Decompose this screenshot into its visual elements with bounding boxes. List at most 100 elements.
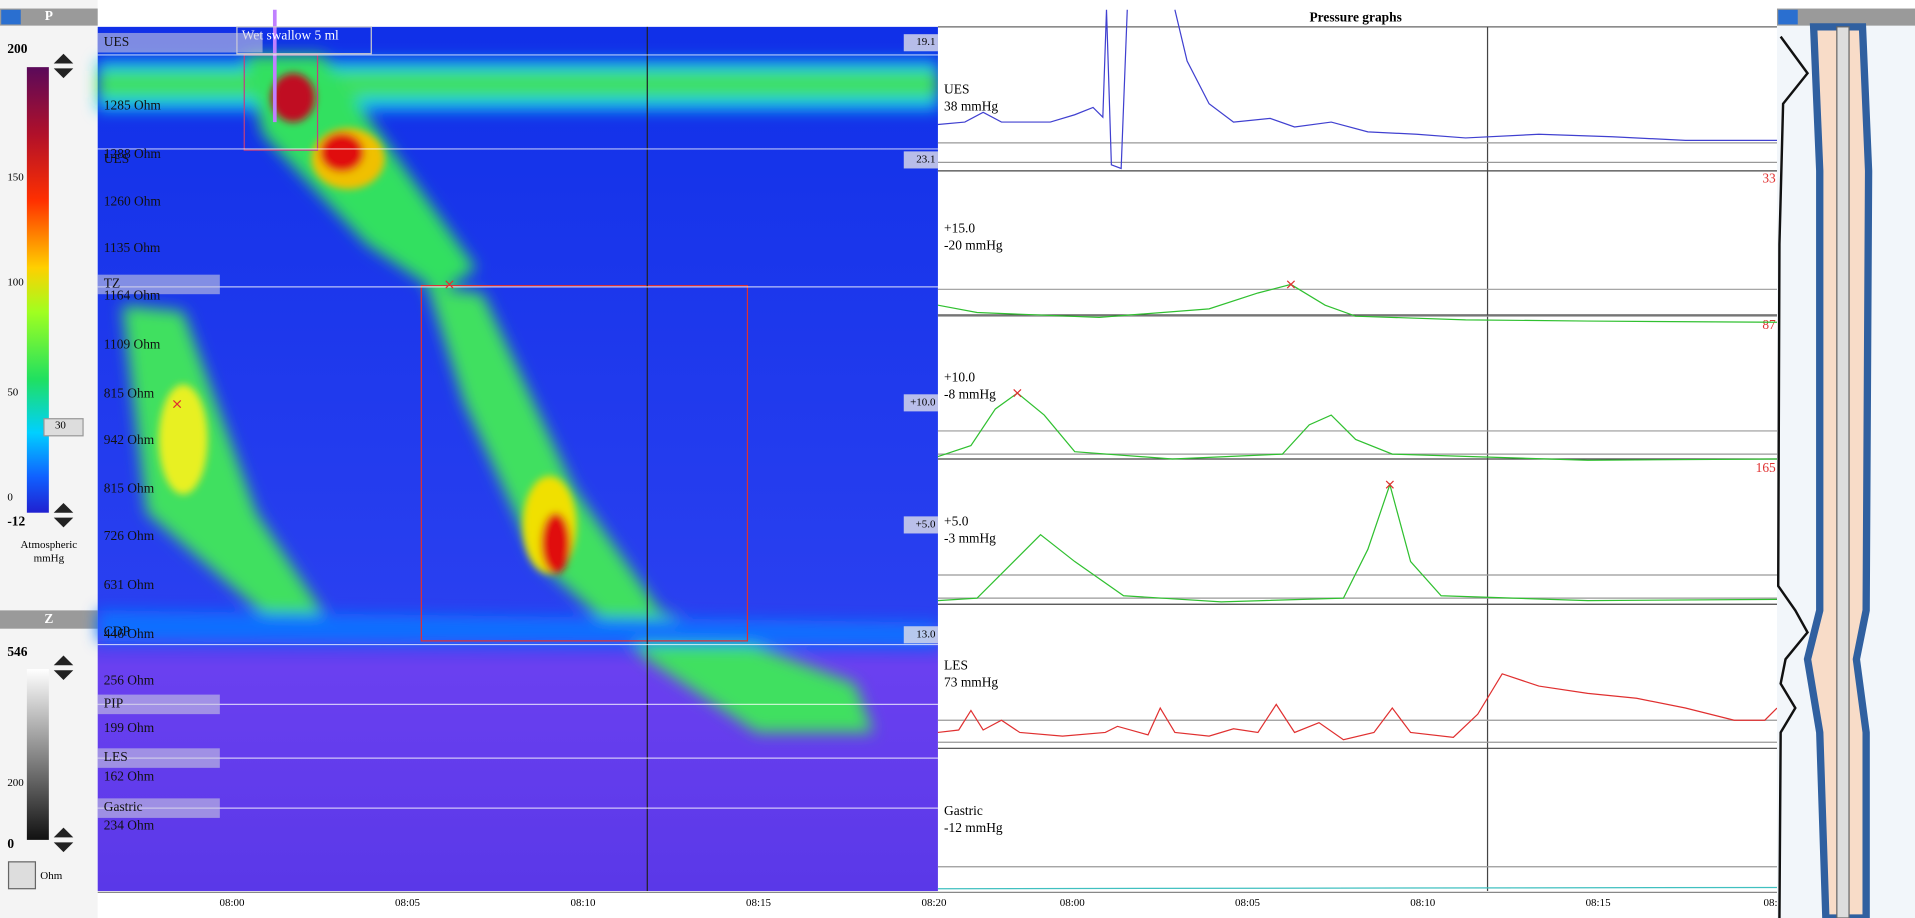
trace-value: -3 mmHg [944, 531, 996, 546]
spin-up[interactable] [53, 655, 74, 666]
time-label: 08:00 [220, 897, 246, 909]
channel-label: 1260 Ohm [104, 194, 162, 209]
channel-label: CDP [104, 623, 130, 638]
time-axis [97, 891, 938, 918]
catheter [1836, 26, 1850, 918]
time-label: 08:05 [395, 897, 421, 909]
channel-label: 1135 Ohm [104, 240, 161, 255]
time-label: 08:20 [922, 897, 948, 909]
channel-tag [97, 694, 220, 715]
channel-label: 1288 Ohm [104, 146, 162, 161]
time-label: 08:2 [1764, 897, 1784, 909]
channel-tag [903, 516, 938, 534]
channel-tag [903, 394, 938, 412]
impedance-colorbar [26, 668, 49, 840]
max-label: 33 [1762, 171, 1776, 186]
trace-value: -20 mmHg [944, 238, 1003, 253]
graphs-title: Pressure graphs [1309, 9, 1401, 24]
marker-value: 30 [55, 420, 66, 432]
graph-rows: UES 38 mmHg +15.0 -20 mmHg +10.0 -8 mmHg +5.0 -… [937, 81, 1777, 868]
tag-label: 13.0 [916, 628, 936, 640]
impedance-header: Z [44, 611, 53, 626]
channel-label: 1285 Ohm [104, 97, 162, 112]
les-trace [937, 673, 1778, 741]
tag-label: +5.0 [916, 518, 936, 530]
spin-down[interactable] [53, 68, 74, 79]
spin-down[interactable] [53, 517, 74, 528]
channel-label: 199 Ohm [104, 720, 155, 735]
tag-label: +10.0 [910, 396, 936, 408]
time-label: 08:05 [1235, 897, 1261, 909]
channel-label: LES [104, 749, 128, 764]
channel-tag [903, 626, 938, 644]
time-axis [937, 891, 1777, 918]
trace-value: 38 mmHg [944, 99, 998, 114]
channel-label: 256 Ohm [104, 672, 155, 687]
axis-labels: 08:00 08:05 08:10 08:15 08:20 08:00 08:05 08:10… [220, 897, 1784, 909]
scale-label: 0 [7, 492, 13, 504]
time-label: 08:00 [1060, 897, 1086, 909]
channel-tag [97, 274, 220, 295]
channel-tag [97, 748, 220, 768]
scale-label: -12 [7, 514, 25, 529]
spin-down[interactable] [53, 842, 74, 853]
annotation: Wet swallow 5 ml [242, 28, 339, 43]
trace-name: LES [944, 658, 968, 673]
tag-label: 23.1 [916, 153, 935, 165]
channel-label: 1109 Ohm [104, 337, 161, 352]
marker-slider[interactable] [43, 418, 84, 437]
channel-label: 446 Ohm [104, 626, 155, 641]
channel-label: 942 Ohm [104, 432, 155, 447]
spin-up[interactable] [53, 502, 74, 513]
scale-label: 150 [7, 172, 24, 184]
time-label: 08:10 [1410, 897, 1436, 909]
channel-label: 1164 Ohm [104, 288, 161, 303]
channel-label: 815 Ohm [104, 481, 155, 496]
scale-label: 546 [7, 644, 27, 659]
channel-tag [97, 32, 263, 53]
scale-label: 200 [7, 41, 27, 56]
channel-label: 234 Ohm [104, 818, 155, 833]
ues-trace [937, 9, 1777, 170]
time-label: 08:15 [746, 897, 772, 909]
channel-label: 631 Ohm [104, 577, 155, 592]
trace-value: -8 mmHg [944, 387, 996, 402]
trace-name: UES [944, 81, 969, 96]
time-label: 08:15 [1586, 897, 1612, 909]
spin-down[interactable] [53, 670, 74, 680]
pressure-colorbar [26, 67, 49, 513]
analysis-box [420, 285, 749, 642]
unit-label: mmHg [34, 553, 65, 565]
trace [937, 392, 1777, 461]
trace-name: +15.0 [944, 221, 975, 236]
channel-label: Gastric [104, 799, 143, 814]
tag-label: 19.1 [916, 36, 935, 48]
channel-label: UES [104, 151, 129, 166]
trace-value: -12 mmHg [944, 820, 1003, 835]
trace-name: +10.0 [944, 370, 975, 385]
ohm-button[interactable] [7, 861, 37, 890]
pressure-header: P [45, 8, 53, 23]
channel-tag [97, 798, 220, 818]
expand-button[interactable] [1778, 9, 1798, 25]
expand-button[interactable] [1, 9, 21, 25]
unit-label: Atmospheric [21, 539, 78, 551]
topography: Wet swallow 5 ml [97, 9, 938, 892]
profile-curve [1776, 35, 1810, 918]
channel-label: PIP [104, 695, 123, 710]
time-label: 08:10 [571, 897, 597, 909]
channel-tag [903, 151, 938, 169]
spin-up[interactable] [53, 827, 74, 838]
spin-up[interactable] [53, 53, 74, 64]
max-label: 165 [1756, 460, 1776, 475]
channel-label: UES [104, 34, 129, 49]
scale-label: 100 [7, 277, 24, 289]
panel-header [0, 8, 98, 26]
scale-label: 200 [7, 777, 24, 789]
channel-tag [903, 34, 938, 52]
unit-label: Ohm [40, 870, 62, 882]
pressure-graphs [937, 8, 1777, 892]
trace [937, 886, 1777, 890]
